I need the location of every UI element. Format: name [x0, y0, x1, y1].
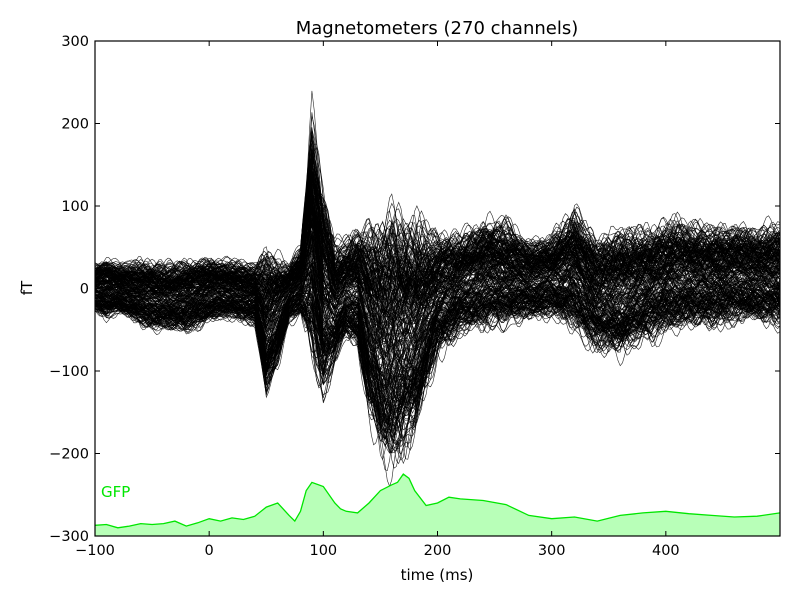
x-axis-label: time (ms) [401, 566, 474, 584]
channel-line [95, 295, 780, 436]
y-axis-label: fT [18, 280, 36, 295]
channel-line [95, 275, 780, 454]
channel-line [95, 294, 780, 442]
channel-line [95, 149, 780, 287]
channel-line [95, 289, 780, 461]
y-tick-label: 300 [61, 34, 89, 50]
channel-line [95, 234, 780, 365]
x-tick-label: 300 [538, 543, 566, 559]
x-tick-label: 200 [424, 543, 452, 559]
y-tick-label: 100 [61, 199, 89, 215]
channel-line [95, 225, 780, 324]
channel-line [95, 287, 780, 445]
channel-line [95, 164, 780, 294]
y-tick-label: −300 [49, 529, 89, 545]
x-tick-label: −100 [75, 543, 115, 559]
channel-line [95, 136, 780, 291]
gfp-area [95, 474, 780, 536]
channel-line [95, 182, 780, 293]
gfp-line [95, 473, 780, 529]
channel-line [95, 257, 780, 388]
gfp-trace [95, 473, 780, 536]
x-tick-label: 100 [309, 543, 337, 559]
channel-traces [95, 90, 780, 488]
y-axis-ticks: −300 −200 −100 0 100 200 300 [49, 34, 780, 545]
channel-line [95, 279, 780, 448]
channel-line [95, 293, 780, 430]
channel-line [95, 160, 780, 324]
channel-line [95, 229, 780, 359]
y-tick-label: 200 [61, 117, 89, 133]
x-axis-ticks: −100 0 100 200 300 400 [75, 41, 680, 559]
channel-line [95, 290, 780, 400]
channel-line [95, 288, 780, 420]
gfp-series-label: GFP [101, 483, 130, 501]
y-tick-label: 0 [80, 282, 89, 298]
channel-line [95, 190, 780, 283]
channel-line [95, 201, 780, 348]
x-tick-label: 400 [652, 543, 680, 559]
chart-title: Magnetometers (270 channels) [296, 18, 579, 39]
channel-line [95, 235, 780, 387]
channel-line [95, 149, 780, 310]
y-tick-label: −200 [49, 447, 89, 463]
channel-line [95, 302, 780, 454]
x-tick-label: 0 [205, 543, 214, 559]
channel-line [95, 260, 780, 404]
channel-line [95, 230, 780, 378]
channel-line [95, 198, 780, 299]
channel-line [95, 189, 780, 299]
y-tick-label: −100 [49, 364, 89, 380]
channel-line [95, 257, 780, 404]
channel-line [95, 286, 780, 442]
